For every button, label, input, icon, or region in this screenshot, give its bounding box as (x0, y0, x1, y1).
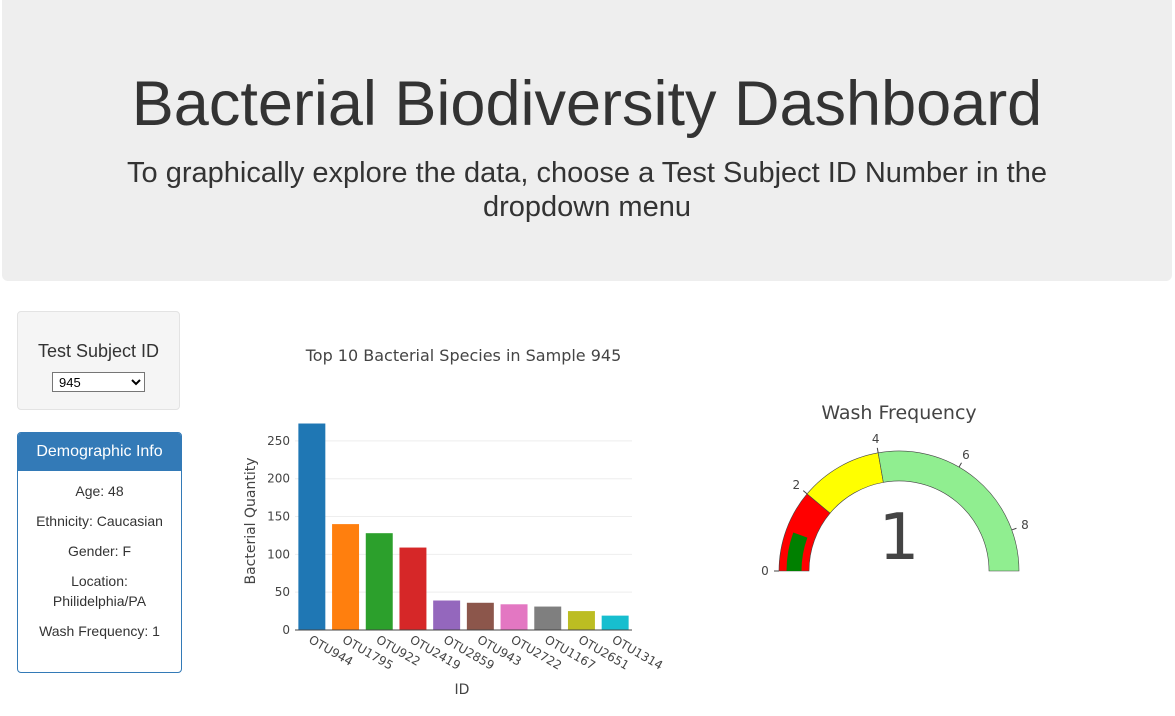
demographic-panel: Demographic Info Age: 48 Ethnicity: Cauc… (17, 432, 182, 673)
bar-otu944 (298, 423, 326, 630)
x-axis-label: ID (455, 682, 470, 698)
page-title: Bacterial Biodiversity Dashboard (131, 69, 1043, 139)
gauge-tick-label: 8 (1021, 518, 1029, 532)
gauge-tick-label: 0 (761, 564, 769, 578)
gauge-tick-label: 6 (962, 448, 970, 462)
bar-otu922 (365, 533, 393, 630)
bar-otu943 (466, 602, 494, 630)
y-tick-label: 200 (267, 472, 290, 486)
gauge-tick-label: 4 (872, 432, 880, 446)
y-tick-label: 150 (267, 510, 290, 524)
gauge-value-bar (786, 532, 808, 571)
demo-age: Age: 48 (75, 483, 124, 499)
page-subtitle: To graphically explore the data, choose … (127, 157, 1047, 223)
demographic-panel-body: Age: 48 Ethnicity: Caucasian Gender: F L… (18, 471, 181, 641)
demo-ethnicity: Ethnicity: Caucasian (36, 513, 163, 529)
gauge-tick (876, 447, 879, 453)
bar-otu1167 (534, 606, 562, 630)
demo-gender: Gender: F (67, 543, 132, 559)
demo-location: Location: Philidelphia/PA (52, 573, 147, 609)
bar-otu2419 (399, 547, 427, 630)
gauge-tick (958, 462, 962, 468)
subject-selector-label: Test Subject ID (37, 341, 160, 361)
header-banner: Bacterial Biodiversity Dashboard To grap… (2, 0, 1172, 281)
gauge-tick (1011, 527, 1017, 531)
gauge-step-2 (877, 450, 1020, 572)
demo-wash-frequency: Wash Frequency: 1 (39, 623, 160, 639)
y-tick-label: 0 (282, 623, 290, 637)
demographic-panel-title: Demographic Info (18, 433, 181, 471)
bar-otu1314 (601, 615, 629, 630)
subject-id-dropdown[interactable]: 945 (52, 372, 145, 392)
y-tick-label: 50 (275, 585, 290, 599)
y-tick-label: 100 (267, 547, 290, 561)
gauge-title: Wash Frequency (821, 402, 976, 424)
subject-selector-panel: Test Subject ID 945 (17, 311, 180, 410)
bar-chart-title: Top 10 Bacterial Species in Sample 945 (305, 346, 622, 365)
gauge-value: 1 (879, 501, 920, 575)
bar-otu1795 (332, 524, 360, 630)
bar-otu2722 (500, 604, 528, 630)
gauge-tick-label: 2 (793, 478, 801, 492)
gauge-tick (802, 490, 808, 495)
y-tick-label: 250 (267, 434, 290, 448)
bar-otu2859 (433, 600, 461, 630)
y-axis-label: Bacterial Quantity (243, 457, 259, 584)
bar-otu2651 (567, 611, 595, 630)
